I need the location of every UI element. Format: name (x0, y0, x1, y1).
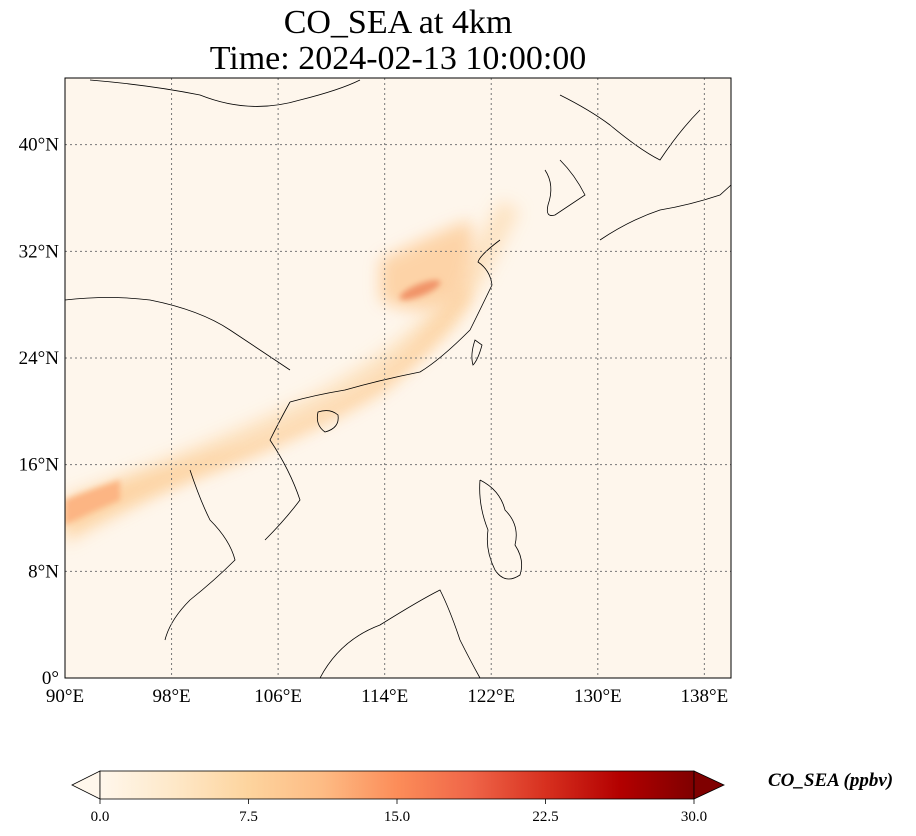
lon-tick-label: 114°E (361, 686, 408, 707)
plume-west-edge (65, 480, 120, 525)
lat-tick-label: 8°N (28, 561, 59, 582)
map-panel (65, 78, 731, 678)
map-title: CO_SEA at 4km (283, 4, 513, 41)
plume-east-china (380, 220, 474, 310)
map-frame (64, 77, 732, 679)
colorbar-tick-label: 0.0 (91, 809, 110, 825)
lon-tick-label: 98°E (152, 686, 190, 707)
gridlines (65, 78, 731, 678)
colorbar-tick-label: 15.0 (384, 809, 410, 825)
china-coastline (289, 239, 501, 403)
lon-tick-label: 138°E (681, 686, 729, 707)
lon-tick-label: 130°E (574, 686, 622, 707)
hainan-coastline (316, 410, 339, 433)
colorbar-gradient (99, 770, 695, 800)
concentration-field (65, 200, 520, 545)
lat-tick-label: 24°N (19, 348, 60, 369)
lat-tick-label: 0° (42, 668, 59, 689)
lon-tick-label: 122°E (467, 686, 515, 707)
lat-tick-label: 40°N (19, 135, 60, 156)
colorbar-label: CO_SEA (ppbv) (768, 770, 894, 791)
plume-outer (65, 200, 520, 545)
colorbar-tick-label: 22.5 (532, 809, 558, 825)
colorbar: 0.0 7.5 15.0 22.5 30.0 (71, 770, 725, 825)
himalaya-border (65, 297, 291, 371)
borneo-coastline (319, 589, 481, 678)
lat-tick-label: 32°N (19, 241, 60, 262)
lat-tick-label: 16°N (19, 455, 60, 476)
korea-coastline (544, 159, 586, 216)
plume-band-south (65, 285, 470, 535)
taiwan-coastline (471, 339, 483, 366)
colorbar-extend-max (693, 770, 725, 800)
colorbar-ticks: 0.0 7.5 15.0 22.5 30.0 (91, 799, 707, 825)
map-subtitle-time: Time: 2024-02-13 10:00:00 (209, 40, 587, 77)
vietnam-coastline (264, 401, 301, 541)
plume-max-core (399, 280, 441, 300)
colorbar-extend-min (71, 770, 101, 800)
japan-coastline (599, 184, 731, 241)
lon-tick-label: 106°E (254, 686, 302, 707)
colorbar-tick-label: 30.0 (681, 809, 707, 825)
axis-ticks: 90°E 98°E 106°E 114°E 122°E 130°E 138°E 0° 8°N 16… (19, 135, 729, 707)
coastlines (65, 79, 731, 678)
mongolia-border (89, 79, 361, 107)
lon-tick-label: 90°E (46, 686, 84, 707)
colorbar-tick-label: 7.5 (239, 809, 258, 825)
malay-peninsula-coastline (164, 469, 236, 641)
northeast-asia-coastline (559, 94, 701, 161)
philippines-coastline (479, 479, 523, 580)
